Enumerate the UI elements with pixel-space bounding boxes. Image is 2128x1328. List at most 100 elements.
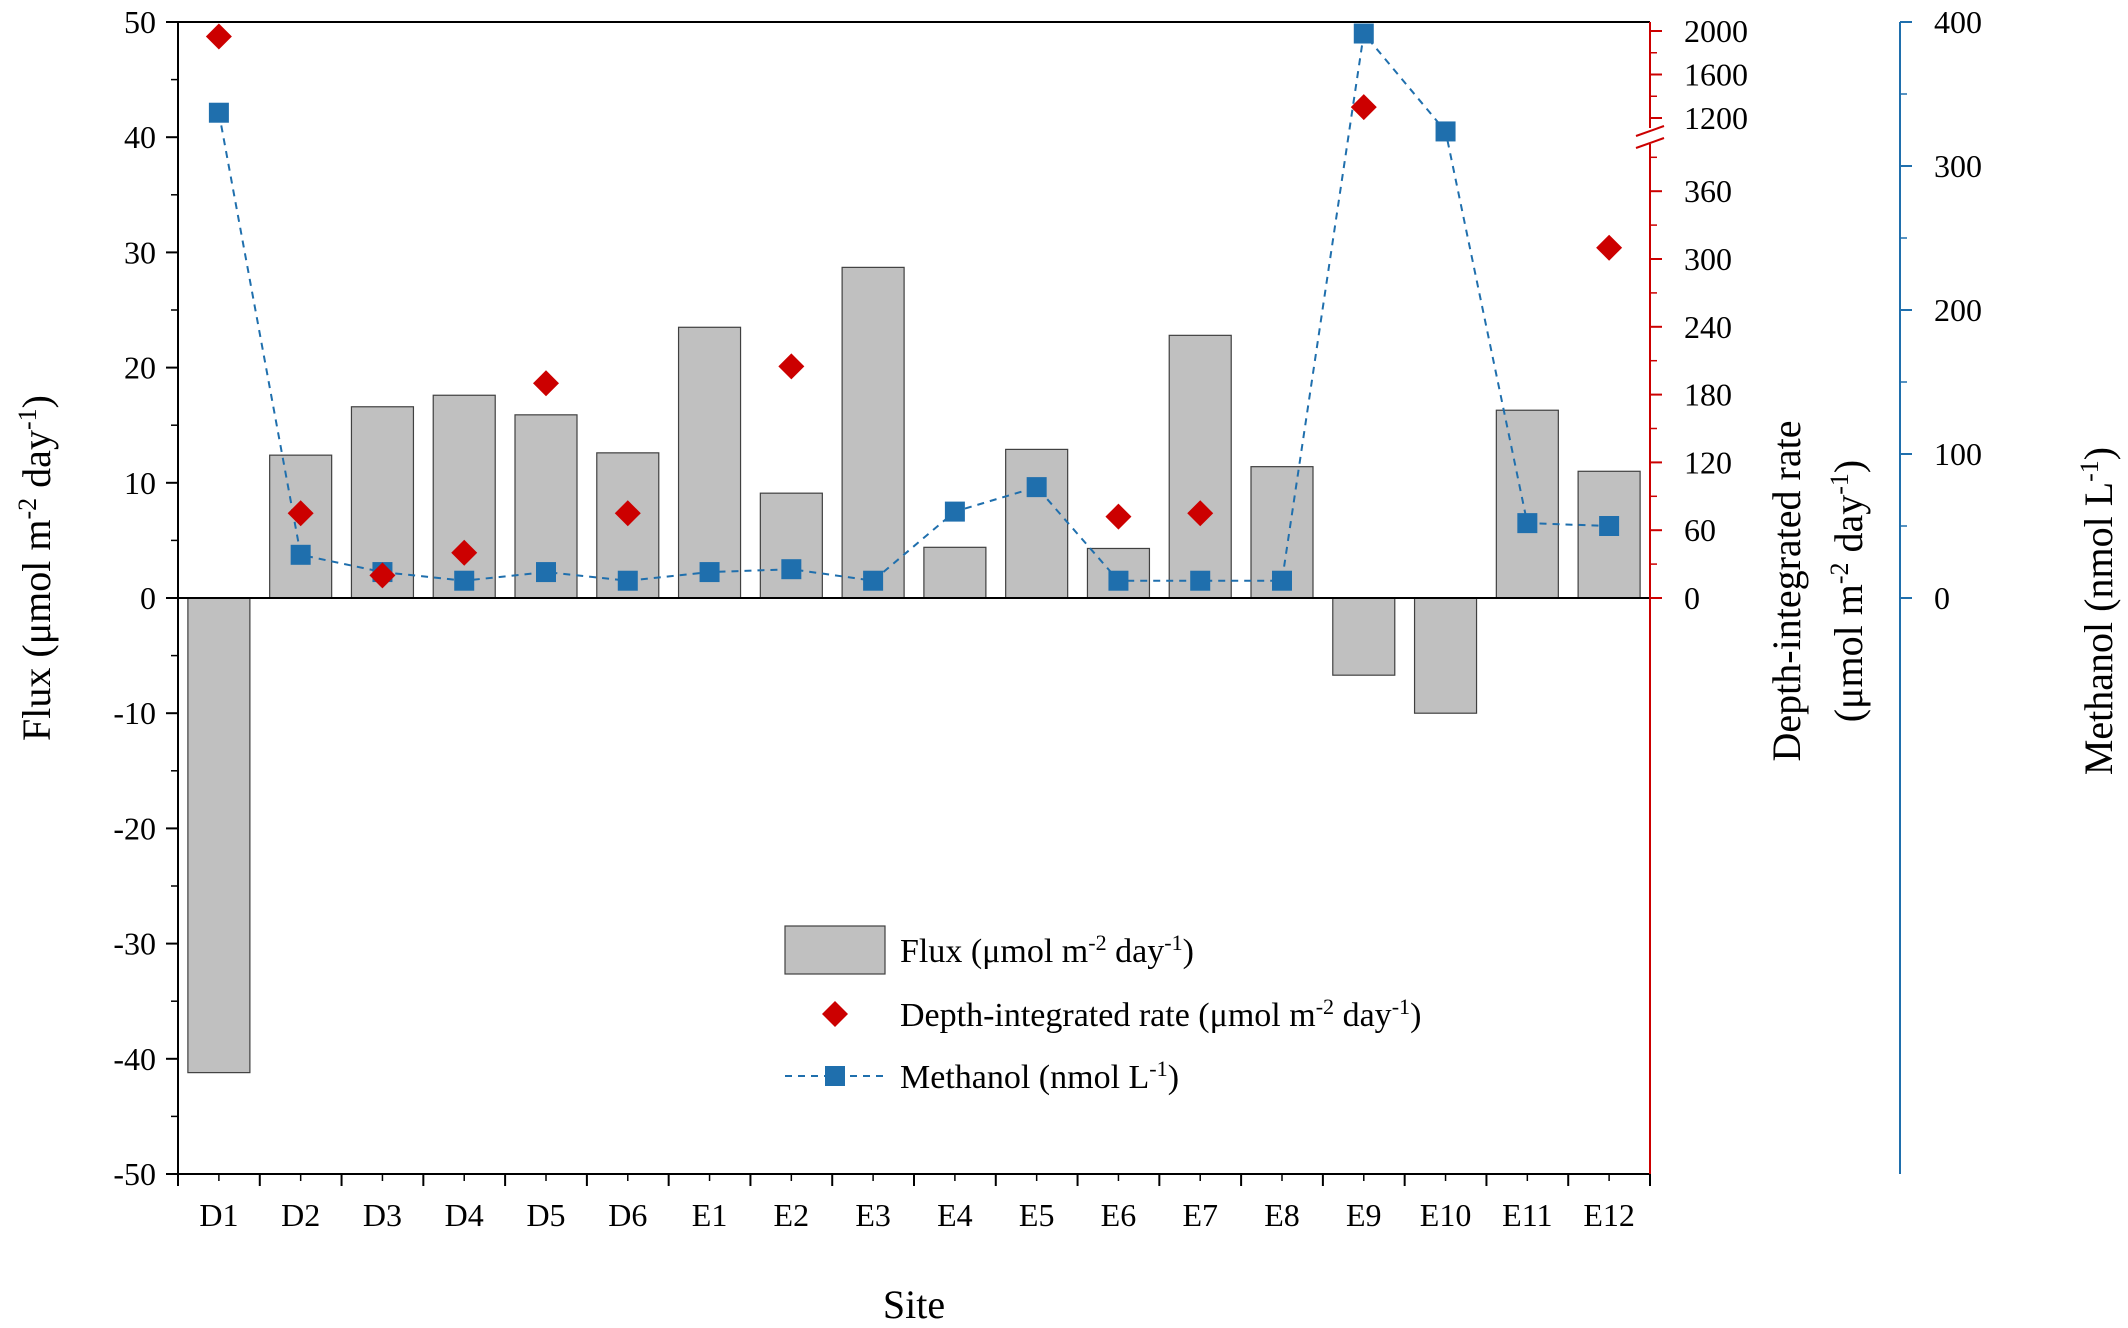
rate-tick-label: 120 — [1684, 444, 1732, 480]
rate-point-D2 — [287, 500, 314, 527]
x-tick-label: E8 — [1264, 1197, 1300, 1233]
x-tick-label: E2 — [774, 1197, 810, 1233]
left-tick-label: -30 — [113, 926, 156, 962]
flux-bar-D3 — [350, 406, 415, 599]
left-axis-title: Flux (μmol m-2 day-1) — [13, 395, 60, 741]
methanol-point-E10 — [1435, 121, 1456, 142]
flux-bar-E11 — [1495, 409, 1559, 599]
legend-label: Methanol (nmol L-1) — [900, 1056, 1179, 1097]
left-tick-label: 10 — [124, 465, 156, 501]
x-tick-label: D3 — [363, 1197, 402, 1233]
flux-bar-E1 — [677, 326, 742, 599]
rate-point-D6 — [614, 500, 641, 527]
rate-tick-label: 360 — [1684, 173, 1732, 209]
flux-bar-E7 — [1168, 334, 1232, 599]
rate-tick-label: 1600 — [1684, 57, 1748, 93]
x-tick-label: D1 — [199, 1197, 238, 1233]
rate-axis-title-units: (μmol m-2 day-1) — [1825, 460, 1872, 723]
rate-tick-label: 60 — [1684, 512, 1716, 548]
rate-point-D3 — [369, 562, 396, 589]
rate-point-E9 — [1350, 94, 1377, 121]
legend-methanol-swatch — [825, 1066, 845, 1086]
x-tick-label: E6 — [1101, 1197, 1137, 1233]
rate-series — [205, 23, 1623, 589]
methanol-tick-label: 300 — [1934, 148, 1982, 184]
methanol-point-D6 — [617, 570, 638, 591]
rate-tick-label: 240 — [1684, 309, 1732, 345]
legend-flux-swatch — [784, 925, 886, 975]
methanol-point-D4 — [454, 570, 475, 591]
rate-point-D4 — [451, 539, 478, 566]
methanol-point-E4 — [944, 501, 965, 522]
methanol-tick-label: 200 — [1934, 292, 1982, 328]
rate-point-D1 — [205, 23, 232, 50]
legend-rate-swatch — [822, 1001, 848, 1027]
rate-point-E6 — [1105, 503, 1132, 530]
x-tick-label: E5 — [1019, 1197, 1055, 1233]
left-tick-label: -40 — [113, 1041, 156, 1077]
methanol-tick-label: 0 — [1934, 580, 1950, 616]
x-tick-label: E9 — [1346, 1197, 1382, 1233]
x-axis-title: Site — [883, 1282, 945, 1327]
x-tick-label: E1 — [692, 1197, 728, 1233]
flux-bar-E5 — [1005, 448, 1069, 599]
methanol-point-E2 — [781, 559, 802, 580]
methanol-point-D5 — [536, 562, 556, 583]
x-tick-label: D4 — [445, 1197, 484, 1233]
left-tick-label: -20 — [113, 810, 156, 846]
x-tick-label: E7 — [1182, 1197, 1218, 1233]
left-tick-label: 40 — [124, 119, 156, 155]
rate-point-E2 — [778, 353, 805, 380]
methanol-point-E5 — [1026, 477, 1047, 498]
x-tick-label: D2 — [281, 1197, 320, 1233]
rate-point-E7 — [1187, 500, 1214, 527]
flux-bar-E10 — [1413, 597, 1478, 714]
methanol-point-D2 — [290, 544, 311, 565]
rate-tick-label: 2000 — [1684, 13, 1748, 49]
x-tick-label: E10 — [1420, 1197, 1472, 1233]
rate-tick-label: 180 — [1684, 377, 1732, 413]
methanol-line — [217, 31, 1610, 582]
flux-bar-E4 — [923, 546, 987, 599]
methanol-point-E8 — [1272, 570, 1292, 591]
methanol-point-E11 — [1517, 513, 1538, 534]
flux-bar-E2 — [759, 492, 823, 599]
flux-bar-D2 — [269, 454, 333, 599]
flux-bar-D1 — [187, 597, 251, 1074]
methanol-point-E1 — [699, 562, 720, 583]
rate-axis-break-mark — [1635, 137, 1665, 149]
rate-axis-title: Depth-integrated rate — [1764, 421, 1809, 762]
axis-labels: Site Flux (μmol m-2 day-1) Depth-integrate… — [13, 395, 2122, 1327]
x-tick-label: E11 — [1502, 1197, 1552, 1233]
legend-label: Depth-integrated rate (μmol m-2 day-1) — [900, 994, 1421, 1035]
flux-bar-E3 — [841, 266, 905, 599]
left-tick-label: 50 — [124, 4, 156, 40]
left-tick-label: -10 — [113, 695, 156, 731]
methanol-series — [208, 23, 1620, 591]
left-tick-label: 20 — [124, 350, 156, 386]
rate-tick-label: 0 — [1684, 580, 1700, 616]
rate-point-E12 — [1596, 234, 1623, 261]
methanol-point-D1 — [208, 102, 229, 123]
rate-tick-label: 1200 — [1684, 100, 1748, 136]
methanol-point-E7 — [1190, 570, 1211, 591]
methanol-point-E12 — [1599, 516, 1620, 536]
axes: -50 -40 -30 -20 -10 0 10 20 30 40 50 D1 D2 D3 D4 D5 D6 E1… — [113, 4, 1982, 1233]
x-tick-label: D5 — [526, 1197, 565, 1233]
left-tick-label: -50 — [113, 1156, 156, 1192]
legend-label: Flux (μmol m-2 day-1) — [900, 930, 1194, 971]
rate-point-D5 — [533, 370, 559, 397]
rate-tick-label: 300 — [1684, 241, 1732, 277]
flux-bars — [187, 266, 1641, 1074]
x-tick-label: E4 — [937, 1197, 973, 1233]
flux-bar-D4 — [432, 394, 496, 599]
legend: Flux (μmol m-2 day-1) Depth-integrated ra… — [784, 925, 1421, 1097]
x-tick-label: E12 — [1583, 1197, 1635, 1233]
methanol-point-E3 — [863, 570, 884, 591]
flux-bar-E9 — [1332, 597, 1396, 676]
methanol-point-E9 — [1353, 23, 1374, 44]
x-tick-label: D6 — [608, 1197, 647, 1233]
methanol-tick-label: 400 — [1934, 4, 1982, 40]
rate-axis-break-mark — [1635, 125, 1665, 137]
